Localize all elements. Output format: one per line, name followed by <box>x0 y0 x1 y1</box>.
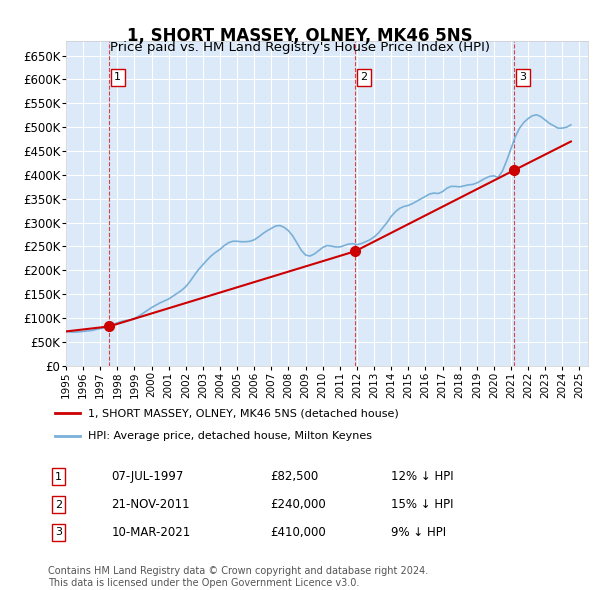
Text: £410,000: £410,000 <box>270 526 326 539</box>
Text: 3: 3 <box>55 527 62 537</box>
Text: 1, SHORT MASSEY, OLNEY, MK46 5NS: 1, SHORT MASSEY, OLNEY, MK46 5NS <box>127 27 473 45</box>
Text: Price paid vs. HM Land Registry's House Price Index (HPI): Price paid vs. HM Land Registry's House … <box>110 41 490 54</box>
Text: 15% ↓ HPI: 15% ↓ HPI <box>391 498 454 511</box>
Text: Contains HM Land Registry data © Crown copyright and database right 2024.
This d: Contains HM Land Registry data © Crown c… <box>48 566 428 588</box>
Text: HPI: Average price, detached house, Milton Keynes: HPI: Average price, detached house, Milt… <box>88 431 371 441</box>
Text: 1, SHORT MASSEY, OLNEY, MK46 5NS (detached house): 1, SHORT MASSEY, OLNEY, MK46 5NS (detach… <box>88 408 398 418</box>
Text: 3: 3 <box>520 73 526 83</box>
Text: £240,000: £240,000 <box>270 498 326 511</box>
Text: £82,500: £82,500 <box>270 470 318 483</box>
Text: 1: 1 <box>55 472 62 481</box>
Text: 2: 2 <box>360 73 367 83</box>
Text: 2: 2 <box>55 500 62 510</box>
Text: 21-NOV-2011: 21-NOV-2011 <box>112 498 190 511</box>
Text: 10-MAR-2021: 10-MAR-2021 <box>112 526 191 539</box>
Text: 1: 1 <box>114 73 121 83</box>
Text: 12% ↓ HPI: 12% ↓ HPI <box>391 470 454 483</box>
Text: 9% ↓ HPI: 9% ↓ HPI <box>391 526 446 539</box>
Text: 07-JUL-1997: 07-JUL-1997 <box>112 470 184 483</box>
